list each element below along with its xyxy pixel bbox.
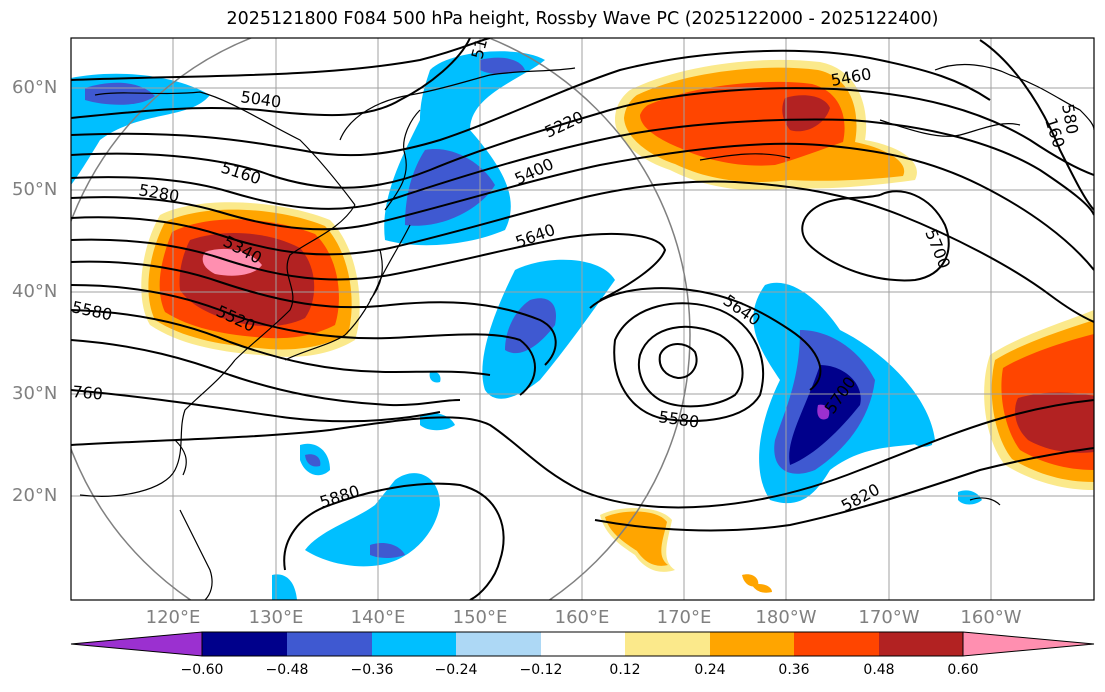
colorbar-tick-label: 0.60 xyxy=(947,662,979,678)
colorbar-max-extension xyxy=(962,631,1095,657)
colorbar-tick-label: 0.24 xyxy=(694,662,726,678)
anomaly-negative-japan xyxy=(384,51,545,246)
colorbar-tick-label: −0.48 xyxy=(265,662,309,678)
lon-label: 180°W xyxy=(755,607,817,628)
lat-label: 30°N xyxy=(12,383,58,404)
lon-label: 160°W xyxy=(960,607,1022,628)
coastlines xyxy=(79,64,1094,600)
lon-label: 170°W xyxy=(858,607,920,628)
colorbar-segment xyxy=(541,632,625,656)
colorbar xyxy=(70,631,1095,657)
range-circle xyxy=(71,38,691,600)
colorbar-segment xyxy=(456,632,541,656)
anomaly-positive-china xyxy=(141,202,360,357)
colorbar-segment xyxy=(710,632,794,656)
lon-label: 160°E xyxy=(554,607,610,628)
lon-label: 140°E xyxy=(350,607,406,628)
contour-label: 760 xyxy=(72,382,104,404)
anomaly-positive-east xyxy=(984,310,1094,490)
colorbar-tick-label: 0.48 xyxy=(863,662,895,678)
colorbar-tick-label: −0.24 xyxy=(434,662,478,678)
lon-label: 170°E xyxy=(656,607,712,628)
anomaly-positive-pacific-north xyxy=(615,59,917,191)
height-contours xyxy=(71,38,1094,600)
map-title: 2025121800 F084 500 hPa height, Rossby W… xyxy=(226,9,939,29)
lat-lon-grid xyxy=(71,38,1094,600)
colorbar-min-extension xyxy=(70,631,203,657)
anomaly-negative-dateline xyxy=(753,282,935,504)
lon-label: 130°E xyxy=(248,607,304,628)
lat-label: 40°N xyxy=(12,281,58,302)
colorbar-segment xyxy=(879,632,963,656)
colorbar-tick-label: 0.36 xyxy=(778,662,810,678)
colorbar-tick-label: 0.12 xyxy=(609,662,641,678)
lat-label: 50°N xyxy=(12,179,58,200)
colorbar-segment xyxy=(372,632,456,656)
colorbar-segment xyxy=(287,632,372,656)
colorbar-tick-label: −0.60 xyxy=(180,662,224,678)
colorbar-segment xyxy=(794,632,879,656)
colorbar-tick-label: −0.36 xyxy=(350,662,394,678)
contour-label: 510 xyxy=(468,27,494,61)
colorbar-segment xyxy=(202,632,287,656)
colorbar-tick-label: −0.12 xyxy=(519,662,563,678)
lon-label: 120°E xyxy=(145,607,201,628)
colorbar-segment xyxy=(625,632,710,656)
lat-label: 60°N xyxy=(12,77,58,98)
lon-label: 150°E xyxy=(452,607,508,628)
lat-label: 20°N xyxy=(12,485,58,506)
